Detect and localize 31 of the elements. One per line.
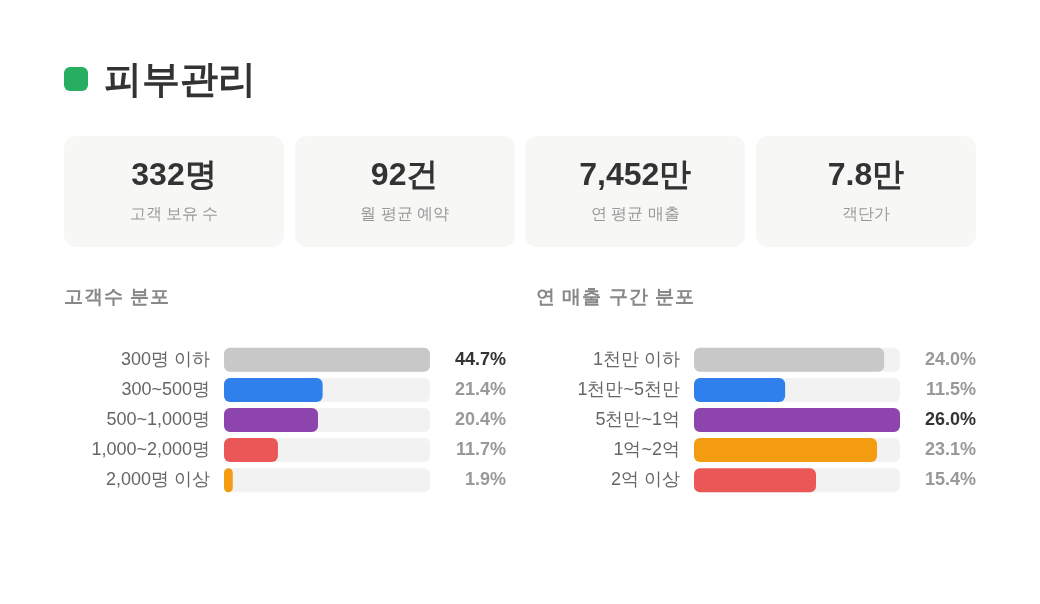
data-label: 20.4%	[454, 408, 506, 429]
text: 월 평균 예약	[360, 205, 450, 222]
y-tick-label: 300명 이하	[120, 348, 210, 369]
text: 92건	[370, 156, 439, 192]
data-label: 21.4%	[454, 378, 506, 399]
y-tick-label: 500~1,000명	[106, 408, 210, 429]
y-tick-label: 5천만~1억	[595, 408, 680, 429]
data-label: 11.5%	[925, 378, 976, 399]
chart-title: 고객수 분포	[64, 285, 171, 309]
y-tick-label: 1억~2억	[613, 439, 680, 460]
text: 332명	[131, 156, 217, 192]
text: 피부관리	[104, 57, 256, 102]
y-tick-label: 2,000명 이상	[105, 469, 210, 490]
y-tick-label: 300~500명	[121, 378, 210, 399]
text: 7,452만	[579, 156, 692, 192]
data-label: 24.0%	[924, 348, 976, 369]
chart-title: 연 매출 구간 분포	[536, 285, 695, 309]
text: 7.8만	[827, 156, 905, 192]
data-label: 23.1%	[924, 439, 976, 460]
text: 고객 보유 수	[129, 205, 219, 222]
text: 연 평균 매출	[590, 205, 680, 222]
text: 객단가	[842, 205, 890, 222]
data-label: 44.7%	[454, 348, 506, 369]
y-tick-label: 1,000~2,000명	[91, 439, 210, 460]
y-tick-label: 2억 이상	[610, 469, 680, 490]
data-label: 11.7%	[455, 439, 506, 460]
data-label: 15.4%	[924, 469, 976, 490]
data-label: 1.9%	[464, 469, 506, 490]
y-tick-label: 1천만~5천만	[577, 378, 680, 399]
data-label: 26.0%	[924, 408, 976, 429]
y-tick-label: 1천만 이하	[592, 348, 680, 369]
